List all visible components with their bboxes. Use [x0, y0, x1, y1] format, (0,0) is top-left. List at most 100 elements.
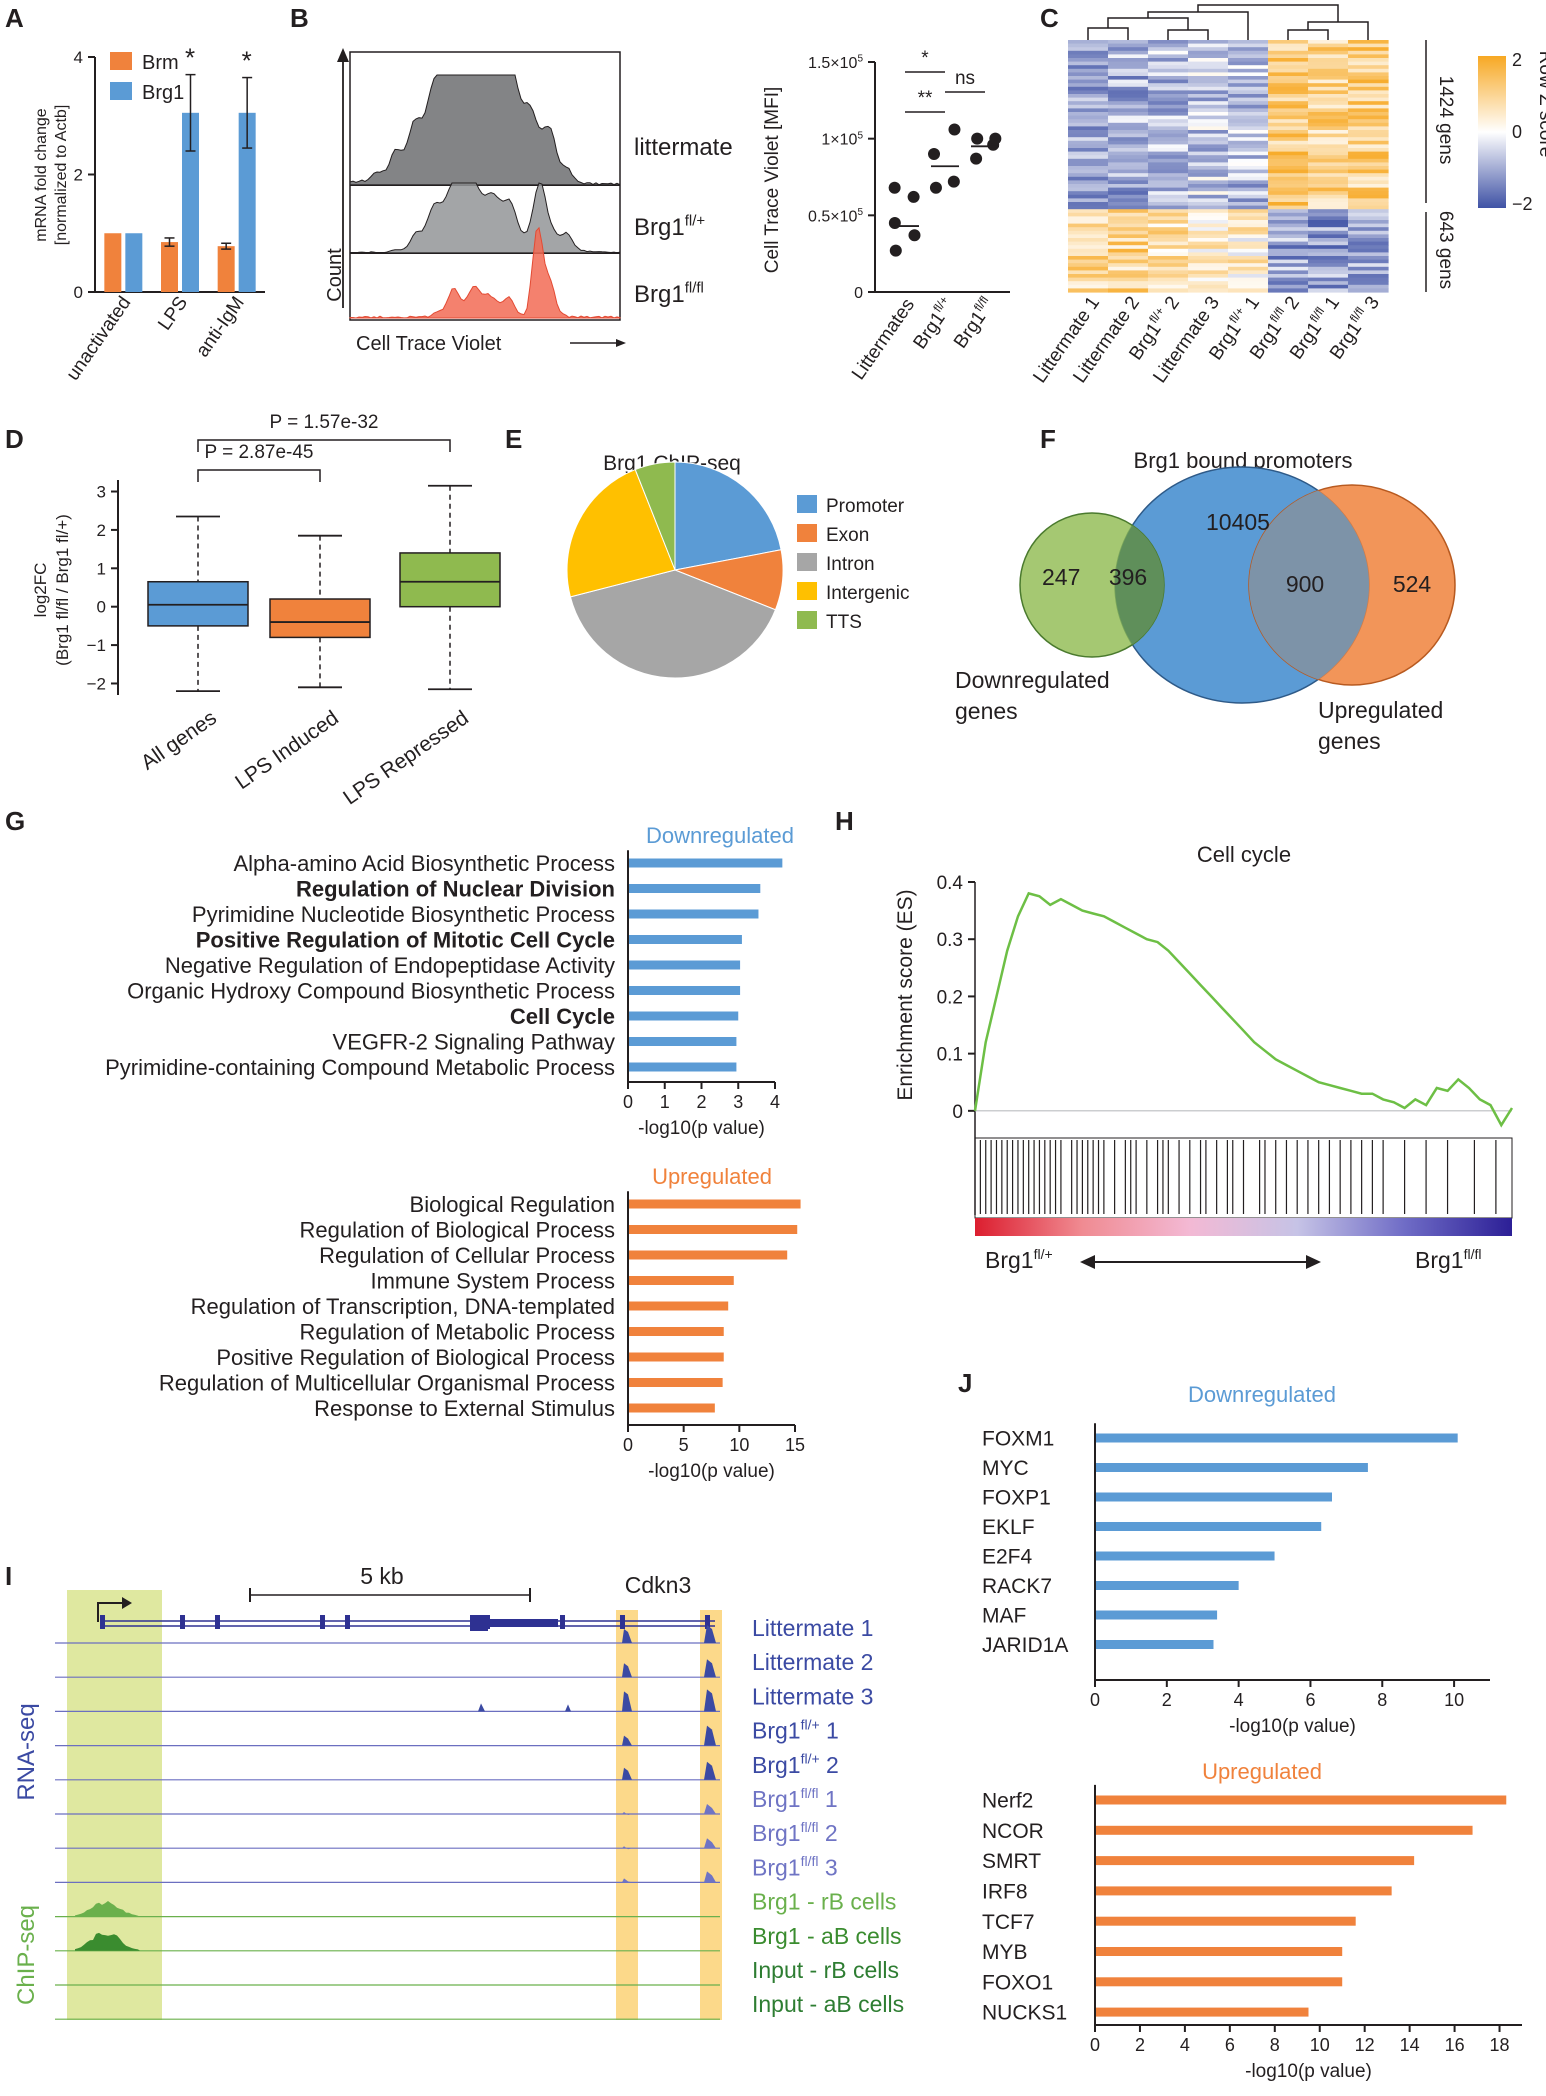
heatmap-cell — [1148, 212, 1189, 217]
legend-swatch — [797, 582, 817, 600]
heatmap-cell — [1348, 180, 1389, 185]
dendrogram-branch — [1307, 21, 1369, 40]
venn-set-label-up: genes — [1318, 728, 1381, 754]
heatmap-cell — [1108, 274, 1149, 279]
heatmap-cell — [1348, 223, 1389, 228]
heatmap-cell — [1268, 72, 1309, 77]
x-tick-label: 4 — [770, 1092, 780, 1112]
heatmap-cell — [1228, 50, 1269, 55]
heatmap-cell — [1148, 270, 1189, 275]
track-label-sup: fl/fl — [801, 1853, 819, 1869]
heatmap-cell — [1268, 230, 1309, 235]
panel-label-i: I — [5, 1561, 12, 1591]
heatmap-cell — [1188, 137, 1229, 142]
heatmap-cell — [1148, 122, 1189, 127]
heatmap-cell — [1068, 252, 1109, 257]
data-point — [928, 148, 941, 160]
heatmap-cell — [1228, 234, 1269, 239]
track-label-3-sup: fl/fl — [685, 279, 704, 296]
heatmap-cell — [1268, 148, 1309, 153]
heatmap-cell — [1348, 284, 1389, 289]
heatmap-cell — [1348, 155, 1389, 160]
y-axis-label: Count — [324, 248, 346, 302]
heatmap-cell — [1348, 144, 1389, 149]
heatmap-cell — [1188, 270, 1229, 275]
heatmap-cell — [1308, 288, 1349, 293]
data-point — [888, 181, 901, 194]
heatmap-cell — [1228, 76, 1269, 81]
heatmap-cell — [1228, 72, 1269, 77]
heatmap-cell — [1308, 72, 1349, 77]
bar-foxp1 — [1095, 1492, 1332, 1502]
heatmap-cell — [1308, 112, 1349, 117]
heatmap-cell — [1348, 198, 1389, 203]
category-label: E2F4 — [982, 1546, 1033, 1569]
bar-biological-regulation — [628, 1199, 801, 1209]
row-group-label: 1424 gens — [1435, 76, 1456, 165]
data-point — [929, 181, 942, 194]
heatmap-cell — [1148, 252, 1189, 257]
heatmap-cell — [1348, 140, 1389, 145]
heatmap-cell — [1228, 173, 1269, 178]
heatmap-cell — [1348, 212, 1389, 217]
heatmap-cell — [1348, 104, 1389, 109]
heatmap-cell — [1228, 202, 1269, 207]
category-label: Immune System Process — [370, 1268, 615, 1293]
heatmap-cell — [1108, 122, 1149, 127]
rna-peak — [622, 1691, 632, 1712]
heatmap-cell — [1148, 198, 1189, 203]
heatmap-cell — [1268, 43, 1309, 48]
panel-label-d: D — [5, 424, 24, 454]
box — [399, 552, 501, 608]
heatmap-cell — [1188, 126, 1229, 131]
y-tick-label: 0.1 — [937, 1045, 963, 1066]
heatmap-cell — [1068, 241, 1109, 246]
category-label: EKLF — [982, 1516, 1035, 1539]
heatmap-cell — [1148, 144, 1189, 149]
track-label-base: Brg1 — [752, 1820, 801, 1846]
heatmap-cell — [1348, 202, 1389, 207]
heatmap-cell — [1268, 277, 1309, 282]
heatmap-cell — [1308, 209, 1349, 214]
category-label: Regulation of Multicellular Organismal P… — [159, 1370, 615, 1395]
heatmap-cell — [1228, 212, 1269, 217]
bar-response-to-external-stimulus — [628, 1403, 715, 1413]
heatmap-cell — [1268, 133, 1309, 138]
y-tick-label: 4 — [74, 48, 83, 67]
heatmap-cell — [1228, 281, 1269, 286]
heatmap-cell — [1228, 101, 1269, 106]
x-tick-label-base: Brg1 — [909, 308, 949, 353]
heatmap-cell — [1228, 259, 1269, 264]
heatmap-cell — [1148, 173, 1189, 178]
heatmap-cell — [1308, 68, 1349, 73]
venn-set-label-up: Upregulated — [1318, 697, 1443, 723]
heatmap-cell — [1188, 151, 1229, 156]
panel-label-j: J — [958, 1368, 972, 1398]
bar-vegfr-2-signaling-pathway — [628, 1037, 737, 1046]
category-label: FOXM1 — [982, 1428, 1054, 1451]
x-tick-label-base: Littermates — [848, 295, 919, 384]
category-label: MYC — [982, 1457, 1029, 1480]
column-label-base: Brg1 — [1246, 318, 1286, 363]
heatmap-cell — [1148, 47, 1189, 52]
count-down-only: 247 — [1042, 564, 1080, 590]
heatmap-cell — [1148, 266, 1189, 271]
legend-tick-label: 2 — [1512, 50, 1522, 70]
x-axis-label: -log10(p value) — [1245, 2061, 1372, 2082]
heatmap-cell — [1228, 238, 1269, 243]
heatmap-cell — [1068, 205, 1109, 210]
rna-peak — [704, 1659, 716, 1678]
category-label: TCF7 — [982, 1911, 1035, 1934]
heatmap-cell — [1108, 252, 1149, 257]
track-label: Brg1fl/+ 2 — [752, 1751, 839, 1778]
heatmap-cell — [1108, 101, 1149, 106]
heatmap-cell — [1108, 173, 1149, 178]
bar-regulation-of-multicellular-organismal-process — [628, 1378, 723, 1387]
heatmap-cell — [1228, 61, 1269, 66]
x-tick-label: 6 — [1305, 1690, 1315, 1710]
heatmap-cell — [1188, 72, 1229, 77]
heatmap-cell — [1148, 248, 1189, 253]
heatmap-cell — [1188, 173, 1229, 178]
heatmap-cell — [1348, 79, 1389, 84]
